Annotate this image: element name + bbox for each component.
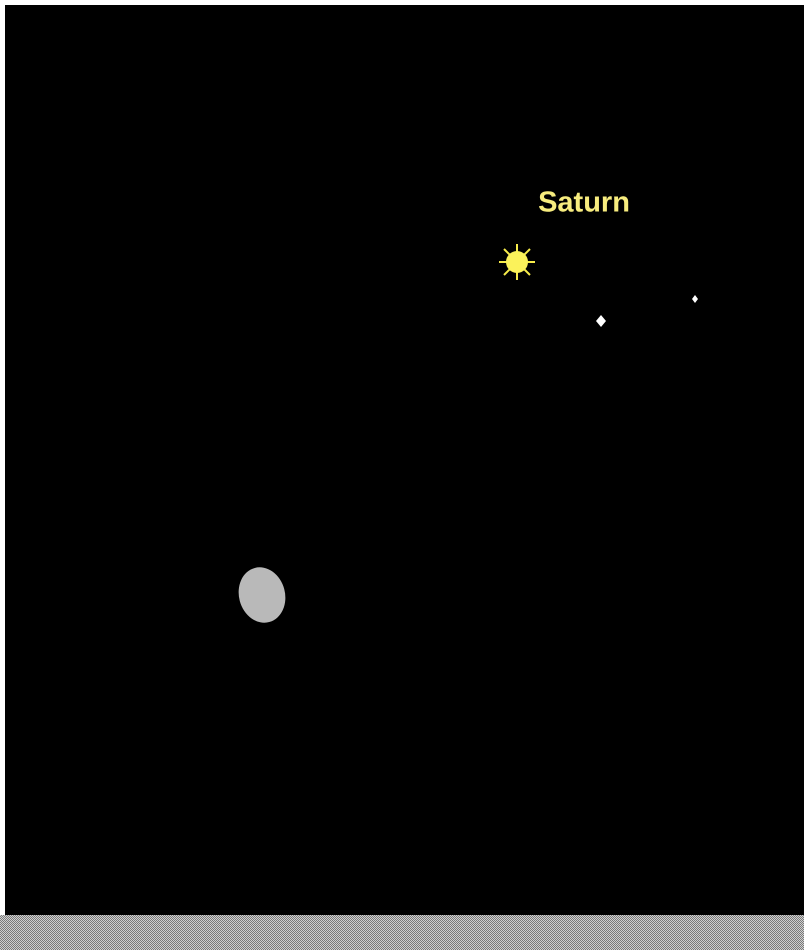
planet-label: Saturn (538, 187, 630, 219)
saturn-symbol (499, 244, 535, 280)
horizon-ground (0, 915, 804, 950)
sky-view: Saturn (0, 0, 804, 950)
page: Saturn (() => { const data = JSON.parse(… (0, 0, 804, 950)
sky-background (5, 5, 804, 915)
